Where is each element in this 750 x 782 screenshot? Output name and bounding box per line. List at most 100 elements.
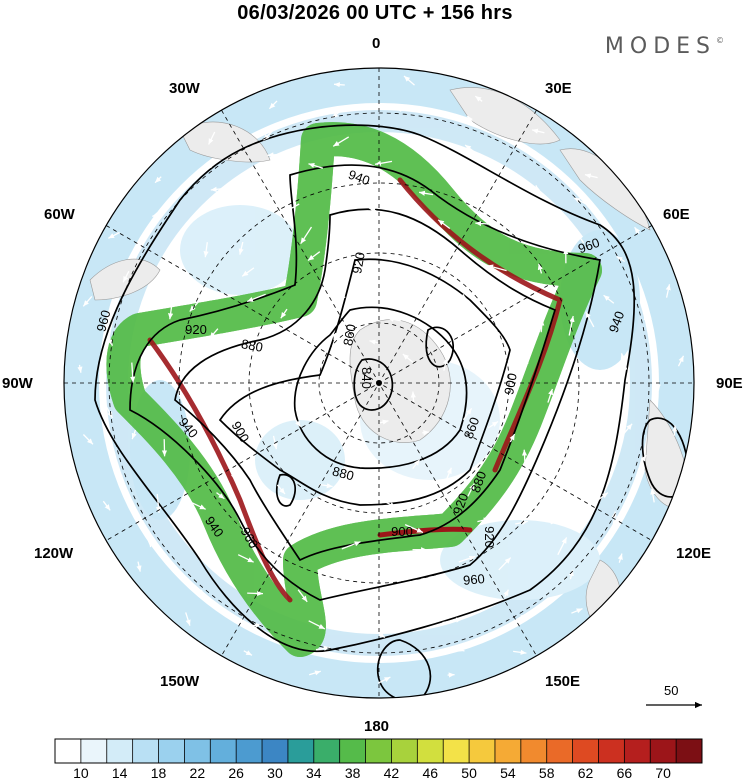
contour-label: 860 <box>340 323 359 347</box>
wind-vector-arrow <box>550 518 566 525</box>
wind-vector-arrow <box>350 178 366 189</box>
lon-label-150w: 150W <box>160 673 200 690</box>
colorbar-swatch <box>546 739 573 763</box>
colorbar-tick-label: 70 <box>655 765 671 781</box>
wind-vector-arrow <box>395 106 409 113</box>
wind-vector-arrow <box>467 483 475 497</box>
colorbar-tick-label: 42 <box>383 765 400 781</box>
wind-vector-arrow <box>487 264 507 272</box>
contour-label: 920 <box>349 251 368 275</box>
wind-vector-arrow <box>209 398 223 415</box>
contour-label: 860 <box>461 415 483 441</box>
wind-vector-arrow <box>130 362 136 383</box>
wind-vector-arrow <box>82 434 94 445</box>
wind-vector-arrow <box>108 231 120 239</box>
wind-vector-arrow <box>178 362 185 371</box>
wind-vector-arrow <box>444 244 454 261</box>
lon-label-0: 0 <box>372 35 381 52</box>
wind-vector-arrow <box>665 284 671 298</box>
colorbar-swatch <box>520 739 548 763</box>
wind-vector-arrow <box>152 211 165 218</box>
wind-vector-arrow <box>378 419 389 425</box>
wind-vector-arrow <box>237 554 254 563</box>
lon-label-120e: 120E <box>676 545 712 562</box>
wind-vector-arrow <box>444 175 460 181</box>
wind-vector-arrow <box>343 402 349 418</box>
wind-vector-arrow <box>573 197 587 205</box>
wind-vector-arrow <box>464 144 482 158</box>
colorbar-tick-label: 54 <box>500 765 516 781</box>
colorbar-swatch <box>676 739 703 763</box>
wind-vector-arrow <box>267 152 284 158</box>
lon-label-30w: 30W <box>169 80 200 97</box>
wind-vector-arrow <box>276 484 286 495</box>
wind-vector-arrow <box>422 430 430 436</box>
wind-vector-arrow <box>384 655 393 661</box>
wind-vector-arrow <box>483 299 503 309</box>
colorbar-swatch <box>184 739 211 763</box>
wind-vector-arrow <box>620 423 633 438</box>
wind-vector-arrow <box>400 266 409 272</box>
colorbar-tick-label: 66 <box>616 765 633 781</box>
colorbar-tick-label: 46 <box>422 765 439 781</box>
lon-label-180: 180 <box>364 718 390 735</box>
map-border <box>63 67 695 699</box>
wind-vector-arrow <box>297 589 308 603</box>
wind-vector-arrow <box>474 95 483 102</box>
wind-vector-arrow <box>379 237 388 243</box>
wind-vector-arrow <box>447 672 455 678</box>
wind-vector-arrow <box>290 346 296 361</box>
wind-vector-arrow <box>418 190 434 196</box>
wind-vector-arrow <box>620 353 628 370</box>
contour-label: 940 <box>346 167 372 189</box>
colorbar-swatch <box>650 739 677 763</box>
wind-vector-arrow <box>148 369 158 383</box>
colorbar-swatch <box>158 739 185 763</box>
wind-vector-arrow <box>189 296 204 312</box>
wind-vector-arrow <box>332 332 338 341</box>
contour-label: 920 <box>482 526 497 548</box>
wind-vector-arrow <box>309 670 321 676</box>
wind-vector-arrow <box>154 176 162 184</box>
wind-vector-arrow <box>405 137 417 143</box>
wind-vector-arrow <box>487 420 499 429</box>
wind-vector-arrow <box>365 603 383 611</box>
wind-vector-arrow <box>568 315 575 336</box>
contour-label: 960 <box>462 571 485 588</box>
wind-vector-arrow <box>185 612 191 626</box>
wind-vector-arrow <box>640 454 647 463</box>
wind-vector-arrow <box>603 294 615 304</box>
wind-vector-arrow <box>652 384 661 396</box>
wind-vector-arrow <box>554 449 561 470</box>
wind-vector-arrow <box>208 131 216 145</box>
contour-label: 880 <box>468 469 490 495</box>
colorbar-tick-label: 58 <box>538 765 555 781</box>
contour-label: 880 <box>331 463 356 483</box>
brand-logo: MODES© <box>605 34 724 59</box>
wind-vector-arrow <box>300 226 313 245</box>
wind-vector-arrow <box>515 520 528 526</box>
wind-vector-arrow <box>333 362 345 369</box>
wind-vector-arrow <box>571 607 583 614</box>
colorbar-tick-label: 26 <box>228 765 244 781</box>
wind-vector-arrow <box>272 435 278 450</box>
colorbar-swatch <box>236 739 263 763</box>
wind-vector-arrow <box>194 585 205 596</box>
wind-vector-arrow <box>195 549 209 557</box>
lon-label-60e: 60E <box>663 206 690 223</box>
wind-vector-arrow <box>332 268 342 274</box>
colorbar-swatch <box>417 739 444 763</box>
wind-vector-arrow <box>82 295 93 307</box>
wind-vector-arrow <box>247 590 264 597</box>
wind-vector-arrow <box>521 449 528 470</box>
wind-vector-arrow <box>191 502 206 510</box>
wind-vector-arrow <box>241 267 255 277</box>
colorbar-swatch <box>365 739 392 763</box>
colorbar-frame <box>54 738 703 764</box>
wind-vector-arrow <box>105 405 113 419</box>
colorbar-tick-label: 18 <box>150 765 167 781</box>
reference-vector-label: 50 <box>664 683 679 698</box>
colorbar-tick-label: 34 <box>306 765 322 781</box>
wind-vector-arrow <box>592 382 602 397</box>
